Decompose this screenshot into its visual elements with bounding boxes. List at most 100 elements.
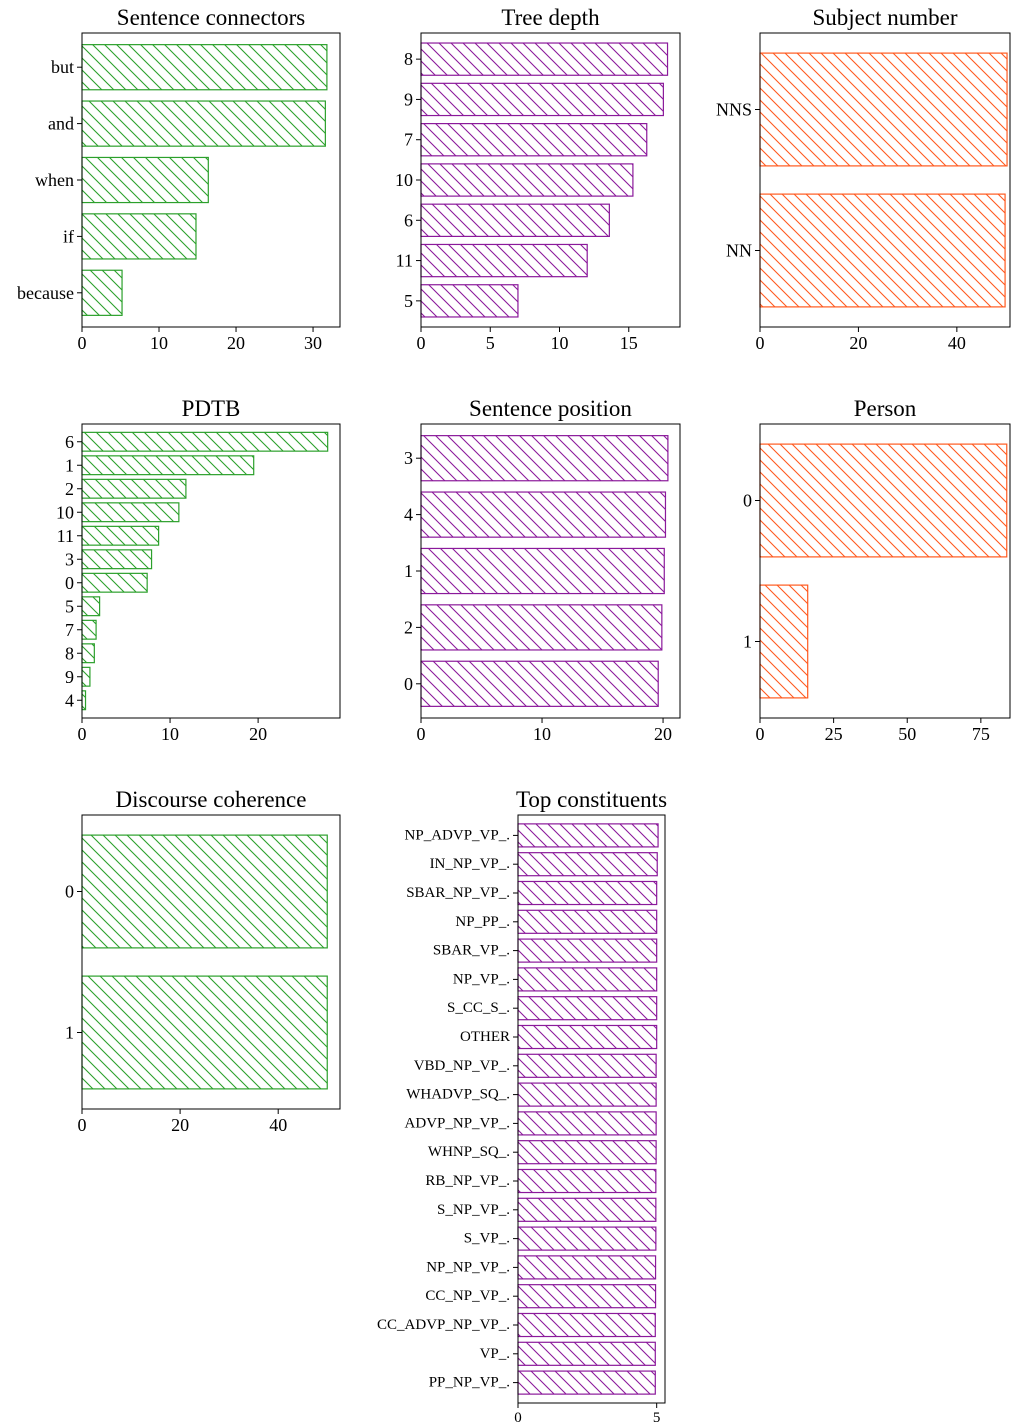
bar-cc-np-vp xyxy=(517,1284,657,1309)
y-tick-label: 1 xyxy=(404,561,413,581)
x-tick-label: 40 xyxy=(948,333,966,353)
bar-10 xyxy=(420,163,634,197)
bar-11 xyxy=(81,525,160,546)
bar-if xyxy=(81,213,197,260)
bar-1 xyxy=(420,547,665,595)
bar-other xyxy=(517,1024,658,1050)
chart-title: Top constituents xyxy=(516,787,667,812)
y-tick-label: ADVP_NP_VP_. xyxy=(405,1115,510,1131)
x-tick-label: 0 xyxy=(78,1115,87,1135)
y-tick-label: NP_NP_VP_. xyxy=(426,1259,510,1275)
y-tick-label: 11 xyxy=(57,526,74,546)
y-tick-label: 4 xyxy=(65,690,74,710)
y-tick-label: 0 xyxy=(65,882,74,902)
bar-3 xyxy=(420,435,669,482)
axes-frame xyxy=(81,814,341,1110)
x-tick-label: 10 xyxy=(150,333,168,353)
x-tick-label: 75 xyxy=(972,724,990,744)
x-tick-label: 0 xyxy=(417,724,426,744)
y-tick-label: 2 xyxy=(404,617,413,637)
bar-nn xyxy=(759,193,1006,308)
bar-6 xyxy=(81,431,329,452)
y-tick-label: CC_NP_VP_. xyxy=(425,1288,510,1304)
chart-title: Tree depth xyxy=(501,5,600,30)
bar-sbar-np-vp xyxy=(517,880,658,906)
x-tick-label: 10 xyxy=(551,333,569,353)
bar-2 xyxy=(420,604,663,651)
x-tick-label: 20 xyxy=(227,333,245,353)
bar-0 xyxy=(81,572,148,593)
y-tick-label: WHNP_SQ_. xyxy=(428,1144,510,1160)
bar-4 xyxy=(81,690,87,711)
y-tick-label: and xyxy=(48,114,74,134)
x-tick-label: 25 xyxy=(825,724,843,744)
x-tick-label: 15 xyxy=(620,333,638,353)
y-tick-label: SBAR_VP_. xyxy=(433,943,510,959)
x-tick-label: 0 xyxy=(78,724,87,744)
chart-subject-number: Subject number NNS NN 0 20 40 xyxy=(716,5,1011,353)
bar-8 xyxy=(81,643,95,664)
bar-0 xyxy=(420,660,659,707)
y-tick-label: NP_PP_. xyxy=(455,914,510,930)
x-tick-label: 5 xyxy=(653,1410,661,1426)
bar-8 xyxy=(420,42,669,76)
chart-title: Sentence position xyxy=(469,396,632,421)
y-tick-label: SBAR_NP_VP_. xyxy=(406,885,510,901)
y-tick-label: CC_ADVP_NP_VP_. xyxy=(377,1317,510,1333)
bar-10 xyxy=(81,502,180,523)
y-tick-label: 4 xyxy=(404,505,413,525)
y-tick-label: RB_NP_VP_. xyxy=(425,1173,510,1189)
bar-pp-np-vp xyxy=(517,1370,656,1395)
axes-frame xyxy=(420,423,681,719)
y-tick-label: NP_ADVP_VP_. xyxy=(405,827,510,843)
y-tick-label: VBD_NP_VP_. xyxy=(414,1058,510,1074)
y-tick-label: 0 xyxy=(65,573,74,593)
bar-9 xyxy=(420,82,664,117)
y-tick-label: 1 xyxy=(65,455,74,475)
chart-title: Subject number xyxy=(813,5,958,30)
chart-title: Person xyxy=(854,396,917,421)
y-tick-label: when xyxy=(35,170,74,190)
axes-frame xyxy=(517,814,666,1404)
y-tick-label: S_NP_VP_. xyxy=(437,1202,510,1218)
y-tick-label: PP_NP_VP_. xyxy=(429,1375,510,1391)
y-tick-label: 1 xyxy=(65,1023,74,1043)
y-tick-label: but xyxy=(51,57,74,77)
chart-top-constituents: Top constituents NP_ADVP_VP_. IN_NP_VP_. SB… xyxy=(377,787,667,1426)
bar-0 xyxy=(81,834,328,949)
bar-3 xyxy=(81,549,153,570)
y-tick-label: 3 xyxy=(65,549,74,569)
bar-nns xyxy=(759,52,1008,167)
bar-4 xyxy=(420,491,667,538)
x-tick-label: 0 xyxy=(78,333,87,353)
bar-when xyxy=(81,156,209,204)
y-tick-label: because xyxy=(17,283,74,303)
bar-np-vp xyxy=(517,967,658,992)
bar-np-pp xyxy=(517,909,658,934)
bar-1 xyxy=(81,975,328,1090)
bar-vp xyxy=(517,1341,656,1366)
axes-frame xyxy=(81,32,341,328)
x-tick-label: 50 xyxy=(898,724,916,744)
y-tick-label: 0 xyxy=(743,491,752,511)
bar-cc-advp-np-vp xyxy=(517,1312,656,1338)
y-tick-label: 7 xyxy=(65,620,74,640)
x-tick-label: 20 xyxy=(171,1115,189,1135)
bar-1 xyxy=(759,584,809,699)
y-tick-label: 10 xyxy=(395,170,413,190)
x-tick-label: 10 xyxy=(161,724,179,744)
x-tick-label: 40 xyxy=(269,1115,287,1135)
bar-7 xyxy=(420,122,648,157)
axes-frame xyxy=(759,423,1011,719)
bar-but xyxy=(81,44,328,91)
y-tick-label: 9 xyxy=(65,667,74,687)
chart-person: Person 0 1 0 25 50 75 xyxy=(743,396,1011,744)
chart-title: PDTB xyxy=(182,396,241,421)
y-tick-label: S_VP_. xyxy=(464,1231,510,1247)
y-tick-label: 5 xyxy=(404,291,413,311)
y-tick-label: 5 xyxy=(65,596,74,616)
y-tick-label: 7 xyxy=(404,130,413,150)
